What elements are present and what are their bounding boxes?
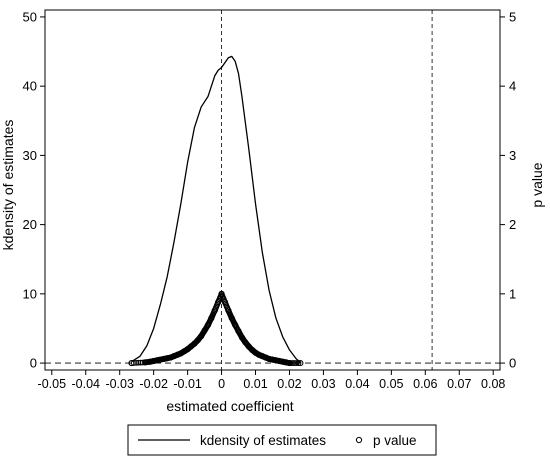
- p-value-point-27: [232, 321, 239, 329]
- legend: kdensity of estimates p value: [127, 424, 437, 456]
- p-value-point-38: [269, 356, 276, 363]
- p-value-point-24: [221, 299, 229, 306]
- p-value-point-39: [272, 357, 279, 364]
- x-tick-label-1: -0.04: [71, 377, 100, 391]
- y-left-axis-label: kdensity of estimates: [0, 120, 16, 251]
- p-value-point-17: [198, 332, 205, 340]
- p-value-point-20: [208, 314, 215, 322]
- p-value-point-37: [266, 355, 273, 363]
- y-right-axis-ticks: 0 1 2 3 4 5: [500, 9, 516, 371]
- x-tick-label-7: 0.02: [277, 377, 301, 391]
- p-value-point-22: [215, 299, 222, 306]
- p-value-point-21: [211, 307, 218, 314]
- reference-lines: [45, 10, 500, 370]
- p-value-point-16: [194, 337, 201, 344]
- plot-frame: [44, 9, 501, 371]
- y-left-tick-label-2: 20: [23, 217, 37, 232]
- x-tick-label-12: 0.07: [447, 377, 471, 391]
- p-value-point-2: [147, 358, 154, 365]
- p-value-point-29: [238, 334, 246, 341]
- p-value-point-6: [160, 355, 167, 363]
- p-value-point-15: [191, 340, 198, 347]
- x-tick-label-5: 0: [218, 377, 225, 391]
- p-value-point-3: [150, 357, 157, 365]
- p-value-point-5: [157, 356, 164, 363]
- p-value-point-35: [259, 353, 266, 360]
- y-left-axis-ticks: 0 10 20 30 40 50: [23, 9, 45, 371]
- p-value-point-43: [286, 359, 293, 367]
- p-value-point-10: [174, 351, 181, 358]
- p-value-point-9: [170, 353, 178, 360]
- p-value-point-34: [255, 351, 263, 358]
- p-value-point-7: [164, 355, 171, 362]
- legend-label-pvalue: p value: [373, 433, 417, 448]
- legend-marker-swatch: [355, 436, 363, 444]
- p-value-point-0: [128, 359, 135, 367]
- p-value-point-31: [245, 343, 252, 350]
- y-right-axis-label: p value: [529, 162, 545, 207]
- x-tick-label-3: -0.02: [139, 377, 168, 391]
- y-right-tick-label-3: 3: [509, 148, 516, 163]
- y-left-tick-label-3: 30: [23, 148, 37, 163]
- y-right-tick-label-4: 4: [509, 79, 516, 94]
- p-value-point-18: [201, 327, 208, 334]
- x-tick-label-10: 0.05: [379, 377, 403, 391]
- y-left-tick-label-0: 0: [30, 356, 37, 371]
- p-value-point-4: [153, 357, 161, 364]
- p-value-point-40: [276, 357, 283, 365]
- p-value-marker-trail-260: [290, 360, 297, 366]
- kdensity-curve: [131, 55, 301, 363]
- p-value-point-8: [167, 354, 174, 361]
- p-value-marker-trail-262: [293, 360, 300, 366]
- p-value-point-41: [279, 358, 286, 365]
- x-tick-label-11: 0.06: [413, 377, 437, 391]
- x-tick-label-9: 0.04: [345, 377, 369, 391]
- x-tick-label-8: 0.03: [311, 377, 335, 391]
- y-right-tick-label-5: 5: [509, 9, 516, 24]
- x-tick-label-6: 0.01: [243, 377, 267, 391]
- x-tick-label-2: -0.03: [105, 377, 134, 391]
- x-tick-label-0: -0.05: [38, 377, 67, 391]
- y-right-tick-label-1: 1: [509, 286, 516, 301]
- y-left-tick-label-4: 40: [23, 79, 37, 94]
- x-tick-label-4: -0.01: [173, 377, 202, 391]
- x-tick-label-13: 0.08: [481, 377, 505, 391]
- x-axis-ticks: -0.05 -0.04 -0.03 -0.02 -0.01 0 0.01 0.02 0.03 0.…: [38, 370, 505, 391]
- p-value-point-25: [225, 307, 232, 314]
- p-value-point-28: [235, 328, 242, 335]
- p-value-point-23: [218, 290, 225, 297]
- y-right-tick-label-2: 2: [509, 217, 516, 232]
- p-value-point-36: [262, 354, 269, 361]
- p-value-point-30: [242, 339, 249, 346]
- y-left-tick-label-5: 50: [23, 9, 37, 24]
- series-layer: [128, 55, 304, 367]
- p-value-point-44: [297, 359, 304, 367]
- p-value-point-19: [204, 321, 212, 329]
- p-value-point-42: [282, 359, 290, 366]
- legend-label-kdensity: kdensity of estimates: [200, 433, 326, 448]
- y-right-tick-label-0: 0: [509, 356, 516, 371]
- x-axis-label: estimated coefficient: [166, 398, 293, 414]
- y-left-tick-label-1: 10: [23, 286, 37, 301]
- p-value-point-26: [228, 314, 235, 322]
